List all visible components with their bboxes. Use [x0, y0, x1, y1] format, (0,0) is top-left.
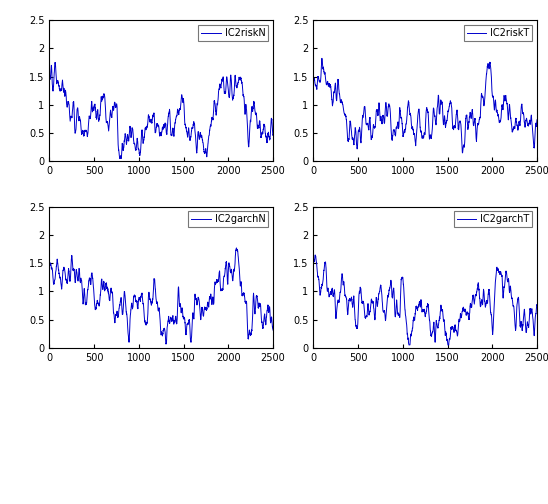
- Legend: IC2garchN: IC2garchN: [189, 211, 268, 227]
- Legend: IC2garchT: IC2garchT: [454, 211, 532, 227]
- Legend: IC2riskT: IC2riskT: [464, 25, 532, 41]
- Legend: IC2riskN: IC2riskN: [198, 25, 268, 41]
